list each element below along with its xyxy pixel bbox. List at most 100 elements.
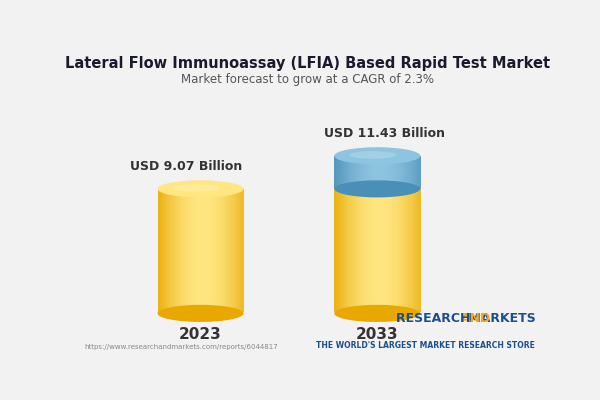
- Bar: [346, 189, 348, 312]
- Bar: [350, 156, 352, 189]
- Bar: [341, 189, 343, 312]
- Bar: [338, 156, 341, 189]
- Bar: [384, 156, 386, 189]
- Bar: [227, 189, 229, 312]
- Bar: [342, 156, 344, 189]
- Bar: [235, 189, 237, 312]
- Bar: [185, 189, 188, 312]
- Bar: [225, 189, 227, 312]
- Bar: [232, 189, 234, 312]
- Bar: [364, 156, 367, 189]
- Bar: [179, 189, 181, 312]
- Bar: [340, 156, 341, 189]
- Text: USD 9.07 Billion: USD 9.07 Billion: [130, 160, 243, 173]
- Bar: [192, 189, 194, 312]
- Bar: [349, 189, 351, 312]
- Bar: [212, 189, 214, 312]
- Bar: [345, 189, 347, 312]
- Bar: [409, 189, 410, 312]
- Bar: [362, 156, 364, 189]
- Bar: [409, 156, 410, 189]
- Bar: [170, 189, 172, 312]
- Bar: [335, 156, 337, 189]
- Bar: [397, 156, 398, 189]
- Bar: [205, 189, 207, 312]
- Bar: [165, 189, 167, 312]
- Bar: [209, 189, 211, 312]
- Bar: [406, 156, 408, 189]
- Bar: [405, 189, 407, 312]
- Bar: [210, 189, 212, 312]
- Ellipse shape: [349, 151, 397, 159]
- Bar: [356, 189, 358, 312]
- Bar: [242, 189, 244, 312]
- Bar: [379, 189, 382, 312]
- Bar: [368, 189, 370, 312]
- Text: THE WORLD'S LARGEST MARKET RESEARCH STORE: THE WORLD'S LARGEST MARKET RESEARCH STOR…: [316, 341, 535, 350]
- Bar: [199, 189, 202, 312]
- Bar: [191, 189, 193, 312]
- Bar: [384, 189, 386, 312]
- Bar: [214, 189, 215, 312]
- Bar: [385, 189, 387, 312]
- Bar: [177, 189, 179, 312]
- Bar: [414, 156, 416, 189]
- Bar: [199, 189, 200, 312]
- Bar: [220, 189, 222, 312]
- Ellipse shape: [349, 184, 397, 192]
- Bar: [357, 189, 359, 312]
- Text: RESEARCH: RESEARCH: [396, 312, 475, 325]
- Bar: [178, 189, 180, 312]
- Bar: [360, 156, 362, 189]
- Bar: [337, 156, 340, 189]
- Bar: [394, 156, 395, 189]
- Bar: [405, 156, 407, 189]
- Bar: [349, 156, 351, 189]
- Bar: [401, 156, 403, 189]
- Bar: [382, 189, 383, 312]
- Bar: [382, 156, 383, 189]
- Bar: [203, 189, 205, 312]
- Bar: [241, 189, 242, 312]
- Bar: [368, 156, 371, 189]
- Bar: [161, 189, 163, 312]
- Bar: [194, 189, 196, 312]
- Bar: [361, 156, 363, 189]
- Bar: [342, 189, 344, 312]
- Bar: [233, 189, 235, 312]
- Bar: [238, 189, 240, 312]
- Bar: [373, 156, 375, 189]
- Bar: [391, 189, 393, 312]
- Bar: [193, 189, 195, 312]
- Bar: [173, 189, 176, 312]
- Bar: [375, 156, 377, 189]
- Bar: [344, 156, 346, 189]
- Bar: [229, 189, 230, 312]
- Bar: [379, 156, 382, 189]
- Bar: [403, 189, 405, 312]
- Bar: [417, 189, 419, 312]
- Bar: [218, 189, 220, 312]
- Bar: [350, 189, 352, 312]
- Bar: [353, 156, 355, 189]
- Bar: [184, 189, 185, 312]
- Bar: [374, 156, 376, 189]
- Bar: [363, 189, 365, 312]
- Bar: [419, 189, 421, 312]
- Bar: [379, 189, 380, 312]
- Bar: [180, 189, 182, 312]
- Bar: [215, 189, 218, 312]
- Bar: [410, 156, 413, 189]
- Bar: [168, 189, 170, 312]
- Bar: [387, 189, 389, 312]
- Text: 2033: 2033: [356, 327, 398, 342]
- Bar: [371, 189, 373, 312]
- Text: MARKETS: MARKETS: [464, 312, 535, 325]
- Bar: [158, 189, 160, 312]
- Bar: [367, 189, 368, 312]
- Bar: [202, 189, 203, 312]
- Bar: [162, 189, 164, 312]
- Bar: [380, 156, 382, 189]
- Bar: [230, 189, 233, 312]
- Bar: [389, 156, 391, 189]
